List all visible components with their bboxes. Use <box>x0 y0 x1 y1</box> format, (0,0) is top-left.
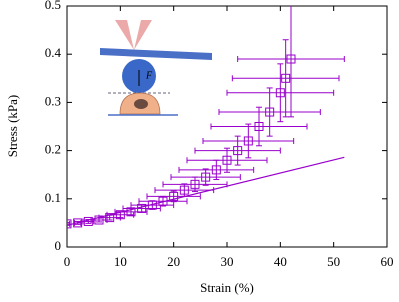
point <box>233 146 243 156</box>
y-error-bar <box>277 63 284 123</box>
x-tick-label: 20 <box>167 254 180 269</box>
y-error-bar <box>224 147 230 173</box>
y-tick-label: 0.4 <box>45 45 62 60</box>
cantilever <box>100 48 212 60</box>
y-error-bar <box>288 6 294 118</box>
point <box>190 179 200 189</box>
point <box>286 54 296 64</box>
x-axis-label: Strain (%) <box>200 280 254 295</box>
point <box>179 185 189 195</box>
fit-line <box>67 156 345 226</box>
point <box>222 155 232 165</box>
nucleus <box>134 99 148 109</box>
point <box>254 122 264 131</box>
x-error-bar <box>67 220 71 227</box>
y-error-bar <box>266 87 273 137</box>
y-axis-label: Stress (kPa) <box>5 95 20 157</box>
laser-beam <box>115 20 134 50</box>
y-tick-label: 0.5 <box>45 0 61 12</box>
plot-area <box>67 6 345 229</box>
point <box>105 213 115 223</box>
y-error-bar <box>202 168 209 186</box>
y-tick-label: 0.1 <box>45 190 61 205</box>
force-label: F⃗ <box>145 70 160 81</box>
x-tick-label: 60 <box>381 254 394 269</box>
point <box>265 107 275 117</box>
point <box>281 73 291 83</box>
point <box>115 210 125 220</box>
x-tick-label: 0 <box>64 254 71 269</box>
inset-illustration: F⃗ <box>100 20 212 116</box>
y-tick-label: 0.2 <box>45 142 61 157</box>
point <box>201 172 211 182</box>
point <box>275 88 285 98</box>
y-tick-label: 0.3 <box>45 93 61 108</box>
x-tick-label: 30 <box>221 254 234 269</box>
y-tick-label: 0 <box>55 238 62 253</box>
x-tick-label: 50 <box>327 254 340 269</box>
point <box>211 165 221 175</box>
x-tick-label: 10 <box>114 254 127 269</box>
x-tick-label: 40 <box>274 254 287 269</box>
point <box>169 191 179 201</box>
point <box>73 218 83 228</box>
laser-beam <box>134 20 152 50</box>
y-error-bar <box>245 123 252 159</box>
y-error-bar <box>256 106 262 147</box>
y-error-bar <box>282 39 289 118</box>
point <box>243 136 253 146</box>
